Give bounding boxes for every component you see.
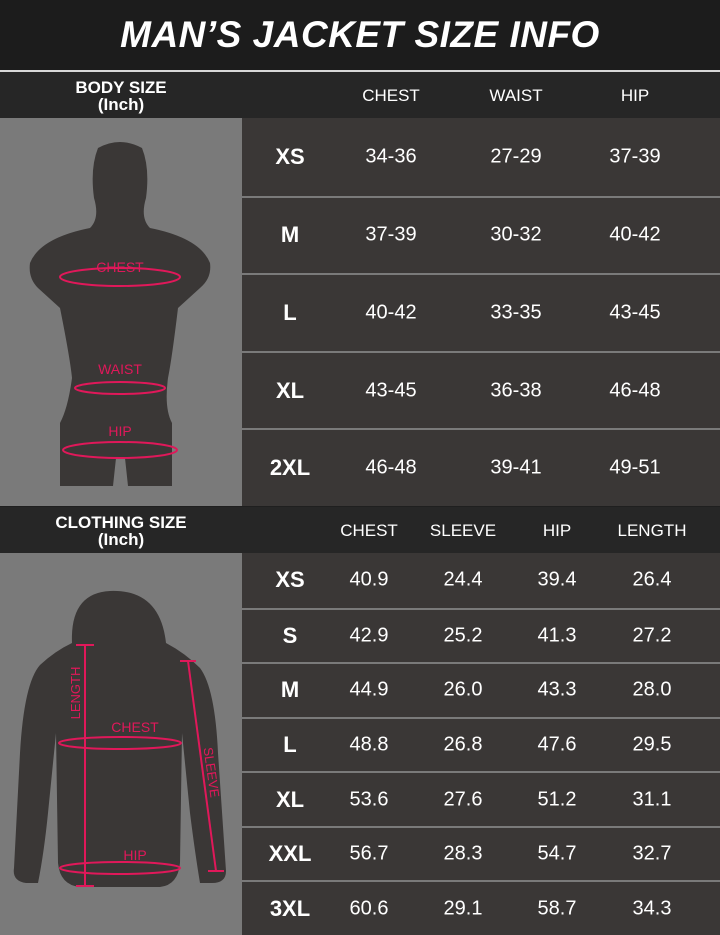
value-cell: 30-32 (490, 223, 542, 246)
value-cell: 39-41 (490, 456, 542, 479)
size-cell: 3XL (269, 895, 311, 921)
size-cell: S (282, 622, 298, 648)
clothing-size-label: CLOTHING SIZE (55, 513, 187, 532)
table-row: L 40-42 33-35 43-45 (242, 275, 720, 351)
table-row: XXL 56.7 28.3 54.7 32.7 (242, 827, 720, 881)
divider (0, 70, 720, 72)
value-cell: 33-35 (490, 301, 542, 324)
jacket-silhouette (13, 590, 226, 887)
value-cell: 49-51 (609, 456, 661, 479)
value-cell: 46-48 (365, 456, 417, 479)
column-header: HIP (542, 521, 572, 540)
value-cell: 26.8 (443, 733, 483, 756)
value-cell: 51.2 (537, 788, 577, 811)
value-cell: 43-45 (365, 379, 417, 402)
value-cell: 43.3 (537, 678, 577, 701)
body-size-label: BODY SIZE (75, 78, 167, 97)
size-cell: XS (275, 567, 305, 593)
column-header: CHEST (362, 86, 420, 105)
hip-label: HIP (108, 423, 131, 439)
value-cell: 28.0 (632, 678, 672, 701)
column-header: SLEEVE (429, 521, 497, 540)
length-label: LENGTH (68, 667, 83, 720)
column-header: LENGTH (617, 521, 687, 540)
value-cell: 46-48 (609, 379, 661, 402)
clothing-size-header: CLOTHING SIZE (Inch) CHEST SLEEVE HIP LE… (0, 507, 720, 553)
value-cell: 41.3 (537, 624, 577, 647)
column-header: HIP (620, 86, 650, 105)
value-cell: 37-39 (609, 145, 661, 168)
size-cell: M (280, 677, 300, 703)
body-size-unit: (Inch) (97, 95, 145, 114)
value-cell: 27.2 (632, 624, 672, 647)
value-cell: 54.7 (537, 842, 577, 865)
size-cell: XL (275, 786, 305, 812)
value-cell: 53.6 (349, 788, 389, 811)
value-cell: 34-36 (365, 145, 417, 168)
value-cell: 58.7 (537, 897, 577, 920)
size-cell: XXL (268, 841, 312, 867)
value-cell: 47.6 (537, 733, 577, 756)
body-size-header: BODY SIZE (Inch) CHEST WAIST HIP (0, 72, 720, 118)
size-cell: XS (275, 143, 305, 169)
body-silhouette (29, 142, 211, 486)
hip-label: HIP (123, 847, 146, 863)
table-row: XL 53.6 27.6 51.2 31.1 (242, 773, 720, 826)
waist-label: WAIST (98, 361, 142, 377)
page-title: MAN’S JACKET SIZE INFO (0, 0, 720, 70)
value-cell: 29.5 (632, 733, 672, 756)
jacket-diagram: CHEST HIP LENGTH SLEEVE (0, 553, 242, 935)
table-row: S 42.9 25.2 41.3 27.2 (242, 609, 720, 663)
value-cell: 40.9 (349, 568, 389, 591)
value-cell: 27.6 (443, 788, 483, 811)
value-cell: 56.7 (349, 842, 389, 865)
value-cell: 43-45 (609, 301, 661, 324)
size-cell: L (283, 299, 297, 325)
value-cell: 31.1 (632, 788, 672, 811)
value-cell: 36-38 (490, 379, 542, 402)
value-cell: 29.1 (443, 897, 483, 920)
table-row: 3XL 60.6 29.1 58.7 34.3 (242, 882, 720, 935)
body-diagram: CHEST WAIST HIP (0, 118, 242, 506)
value-cell: 32.7 (632, 842, 672, 865)
clothing-size-unit: (Inch) (97, 530, 145, 549)
value-cell: 37-39 (365, 223, 417, 246)
size-cell: M (280, 222, 300, 248)
size-cell: L (283, 731, 297, 757)
table-row: 2XL 46-48 39-41 49-51 (242, 430, 720, 506)
table-row: L 48.8 26.8 47.6 29.5 (242, 718, 720, 772)
value-cell: 40-42 (609, 223, 661, 246)
chest-label: CHEST (96, 259, 144, 275)
value-cell: 26.0 (443, 678, 483, 701)
table-row: XS 34-36 27-29 37-39 (242, 118, 720, 196)
size-cell: 2XL (269, 455, 311, 481)
value-cell: 40-42 (365, 301, 417, 324)
value-cell: 27-29 (490, 145, 542, 168)
value-cell: 60.6 (349, 897, 389, 920)
table-row: M 44.9 26.0 43.3 28.0 (242, 664, 720, 717)
value-cell: 24.4 (443, 568, 483, 591)
table-row: M 37-39 30-32 40-42 (242, 197, 720, 274)
column-header: WAIST (489, 86, 543, 105)
chest-label: CHEST (111, 719, 159, 735)
body-size-table: XS 34-36 27-29 37-39 M 37-39 30-32 40-42 L 40-42 3… (242, 118, 720, 506)
value-cell: 34.3 (632, 897, 672, 920)
value-cell: 44.9 (349, 678, 389, 701)
value-cell: 26.4 (632, 568, 672, 591)
sleeve-label: SLEEVE (201, 746, 223, 799)
value-cell: 25.2 (443, 624, 483, 647)
column-header: CHEST (340, 521, 398, 540)
size-cell: XL (275, 377, 305, 403)
value-cell: 28.3 (443, 842, 483, 865)
clothing-size-table: XS 40.9 24.4 39.4 26.4 S 42.9 25.2 41.3 27.2 M 44.9… (242, 553, 720, 935)
table-row: XS 40.9 24.4 39.4 26.4 (242, 553, 720, 608)
value-cell: 42.9 (349, 624, 389, 647)
value-cell: 48.8 (349, 733, 389, 756)
value-cell: 39.4 (537, 568, 577, 591)
table-row: XL 43-45 36-38 46-48 (242, 352, 720, 429)
